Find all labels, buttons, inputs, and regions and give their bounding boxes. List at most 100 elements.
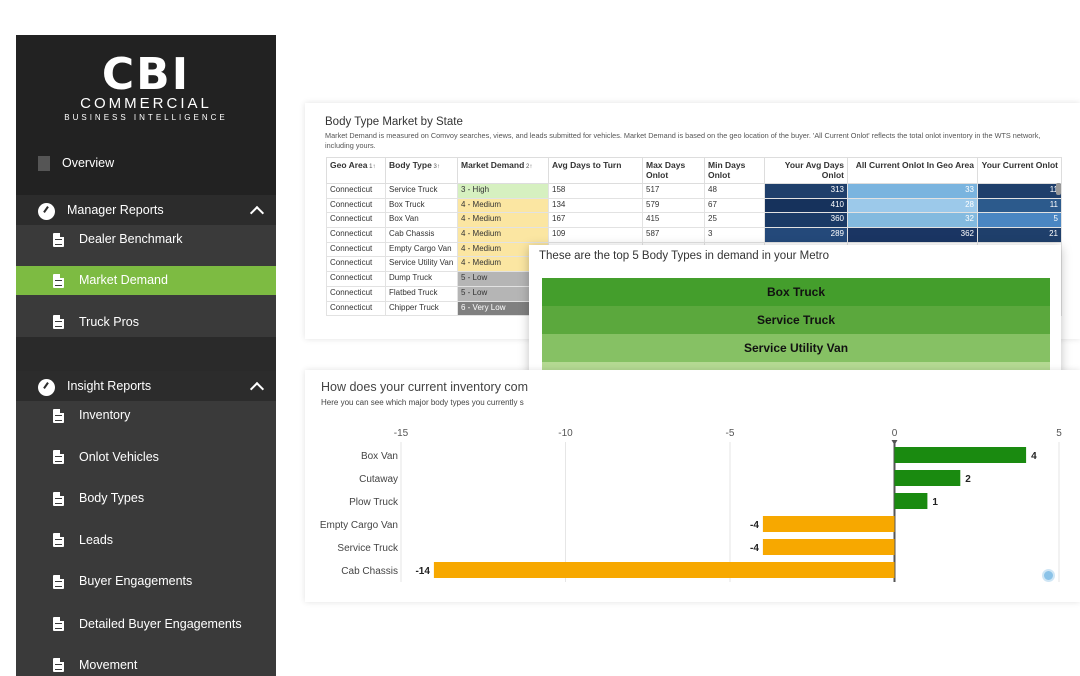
sidebar-item-label: Movement: [79, 658, 138, 672]
info-icon[interactable]: [1042, 569, 1055, 582]
table-cell: 4 - Medium: [457, 212, 549, 229]
table-cell: Connecticut: [326, 271, 386, 287]
sidebar-item-label: Body Types: [79, 491, 145, 505]
inventory-comparison-chart: -15 -10 -5 0 5 Box Van 4 Cutaway 2 Plow Truck 1 Emp…: [320, 428, 1062, 582]
sidebar-item-dealer-benchmark[interactable]: Dealer Benchmark: [16, 225, 276, 255]
bar[interactable]: [894, 470, 961, 486]
table-cell: 410: [764, 197, 848, 214]
section-manager-reports[interactable]: Manager Reports: [16, 195, 276, 225]
data-label: 4: [1031, 451, 1037, 462]
table-cell: 313: [764, 183, 848, 199]
document-icon: [53, 575, 64, 589]
bar[interactable]: [762, 539, 895, 555]
sidebar-item-overview[interactable]: Overview: [16, 147, 276, 179]
table-cell: 48: [704, 183, 765, 199]
sort-indicator[interactable]: 1↑: [367, 164, 376, 170]
x-tick-label: -5: [726, 428, 735, 439]
bar[interactable]: [433, 562, 895, 578]
sidebar-item-market-demand[interactable]: Market Demand: [16, 266, 276, 295]
table-cell: Connecticut: [326, 197, 386, 214]
x-tick-label: -15: [394, 428, 409, 439]
table-cell: 5 - Low: [457, 285, 549, 302]
sidebar-item-label: Inventory: [79, 408, 131, 422]
table-cell: 415: [642, 212, 705, 229]
table-row[interactable]: Connecticut Box Truck 4 - Medium 134 579 67 41…: [326, 197, 1062, 214]
sort-indicator[interactable]: 2↑: [524, 164, 533, 170]
table-cell: Connecticut: [326, 256, 386, 273]
document-icon: [53, 658, 64, 672]
column-header[interactable]: Your Avg Days Onlot: [764, 157, 848, 184]
column-header[interactable]: Geo Area 1↑: [326, 157, 386, 184]
card-description: Market Demand is measured on Comvoy sear…: [325, 131, 1041, 150]
table-cell: 167: [548, 212, 643, 229]
table-cell: 11: [977, 183, 1062, 199]
data-label: 1: [932, 497, 938, 508]
table-cell: 6 - Very Low: [457, 300, 549, 317]
table-cell: Connecticut: [326, 300, 386, 317]
table-cell: Chipper Truck: [385, 300, 458, 317]
category-label: Cab Chassis: [341, 566, 398, 577]
table-cell: 67: [704, 197, 765, 214]
document-icon: [53, 533, 64, 547]
sidebar-item-onlot-vehicles[interactable]: Onlot Vehicles: [16, 442, 276, 472]
bar[interactable]: [894, 493, 928, 509]
table-row[interactable]: Connecticut Service Truck 3 - High 158 517 48…: [326, 183, 1062, 199]
document-icon: [53, 617, 64, 631]
sidebar-item-buyer-engagements[interactable]: Buyer Engagements: [16, 567, 276, 597]
column-header[interactable]: Avg Days to Turn: [548, 157, 643, 184]
sidebar-item-label: Overview: [62, 156, 115, 170]
chevron-up-icon[interactable]: [249, 381, 265, 397]
popup-title: These are the top 5 Body Types in demand…: [539, 250, 830, 262]
table-cell: Service Truck: [385, 183, 458, 199]
column-header-label: Body Type: [389, 160, 432, 170]
category-label: Empty Cargo Van: [320, 520, 398, 531]
bar[interactable]: [894, 447, 1027, 463]
table-cell: Connecticut: [326, 212, 386, 229]
sidebar-spacer: [16, 337, 276, 371]
document-icon: [53, 274, 64, 288]
section-insight-reports[interactable]: Insight Reports: [16, 371, 276, 401]
table-cell: 32: [847, 212, 978, 229]
table-cell: 362: [847, 227, 978, 243]
column-header[interactable]: Market Demand 2↑: [457, 157, 549, 184]
column-header-label: Max Days Onlot: [646, 160, 686, 180]
sidebar-item-leads[interactable]: Leads: [16, 525, 276, 555]
sidebar: CBI COMMERCIAL BUSINESS INTELLIGENCE Ove…: [16, 35, 276, 676]
column-header[interactable]: Body Type 3↑: [385, 157, 458, 184]
table-row[interactable]: Connecticut Box Van 4 - Medium 167 415 25 360 3…: [326, 212, 1062, 229]
column-header[interactable]: All Current Onlot In Geo Area: [847, 157, 978, 184]
table-cell: 33: [847, 183, 978, 199]
table-row[interactable]: Connecticut Cab Chassis 4 - Medium 109 587 3 2…: [326, 227, 1062, 243]
sidebar-item-truck-pros[interactable]: Truck Pros: [16, 307, 276, 337]
column-header-label: Geo Area: [330, 160, 368, 170]
sidebar-item-label: Buyer Engagements: [79, 574, 193, 588]
table-cell: Connecticut: [326, 227, 386, 243]
chevron-up-icon[interactable]: [249, 205, 265, 221]
bar[interactable]: [762, 516, 895, 532]
table-cell: 4 - Medium: [457, 227, 549, 243]
table-cell: Dump Truck: [385, 271, 458, 287]
table-scrollbar[interactable]: [1056, 183, 1061, 195]
table-cell: 517: [642, 183, 705, 199]
sidebar-item-movement[interactable]: Movement: [16, 650, 276, 676]
sidebar-item-label: Onlot Vehicles: [79, 450, 159, 464]
column-header[interactable]: Min Days Onlot: [704, 157, 765, 184]
inventory-comparison-card: How does your current inventory com Here…: [305, 370, 1080, 602]
body-type-rank-item: Service Truck: [542, 306, 1050, 334]
table-cell: 25: [704, 212, 765, 229]
sort-indicator[interactable]: 3↑: [431, 164, 440, 170]
table-cell: 21: [977, 227, 1062, 243]
dashboard-gauge-icon: [38, 379, 55, 396]
body-type-rank-item: Box Truck: [542, 278, 1050, 306]
data-label: -4: [750, 543, 759, 554]
sidebar-item-detailed-buyer-engagements[interactable]: Detailed Buyer Engagements: [16, 609, 276, 639]
sidebar-item-body-types[interactable]: Body Types: [16, 484, 276, 514]
column-header[interactable]: Max Days Onlot: [642, 157, 705, 184]
sidebar-item-label: Dealer Benchmark: [79, 232, 183, 246]
column-header[interactable]: Your Current Onlot: [977, 157, 1062, 184]
sidebar-item-inventory[interactable]: Inventory: [16, 401, 276, 431]
column-header-label: Your Avg Days Onlot: [784, 160, 844, 180]
logo-line-2: BUSINESS INTELLIGENCE: [64, 113, 228, 122]
table-cell: Empty Cargo Van: [385, 241, 458, 258]
document-icon: [53, 450, 64, 464]
